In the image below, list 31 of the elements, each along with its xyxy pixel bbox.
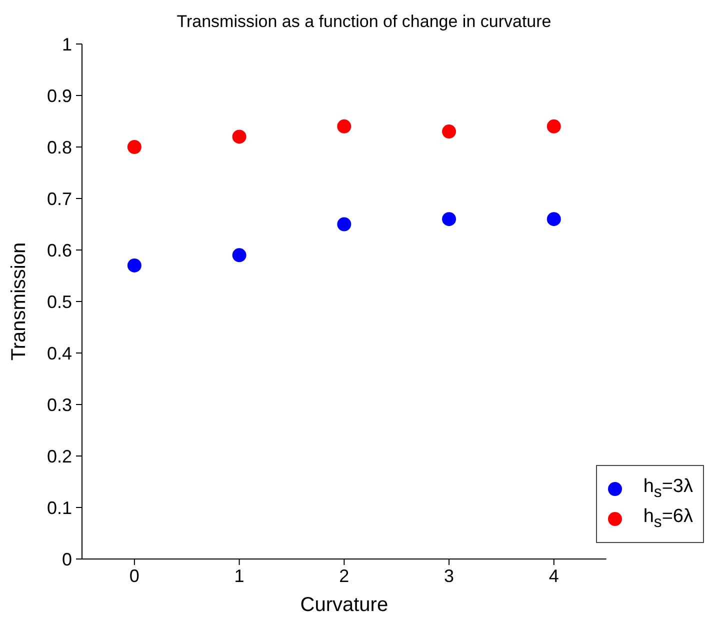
y-tick-label: 0.4 [46,343,72,364]
x-tick-label: 2 [339,566,350,586]
y-tick-label: 0.6 [46,240,72,260]
x-tick-label: 0 [129,566,140,586]
x-tick-label: 4 [548,566,559,586]
point [546,119,561,134]
point [442,212,456,226]
point [232,248,246,262]
y-tick-label: 1 [62,34,72,54]
y-tick-label: 0.5 [46,292,72,312]
y-tick-label: 0.1 [46,498,72,518]
y-tick-label: 0.8 [46,137,72,158]
legend-label: h$_{s}$=6λ [643,506,693,532]
y-tick-label: 0 [62,549,72,570]
point [442,124,456,139]
y-tick-label: 0.3 [46,394,72,415]
point [127,258,142,272]
y-tick-label: 0.2 [46,446,72,466]
chart-title: Transmission as a function of change in curvature [176,11,552,33]
x-tick-label: 3 [444,566,454,586]
point [232,130,246,144]
point [337,217,352,232]
point [337,119,352,134]
y-axis-title: Transmission [8,242,30,361]
legend-label: h$_{s}$=3λ [643,476,693,502]
y-tick-label: 0.7 [46,188,72,209]
point [127,140,142,154]
x-axis-title: Curvature [300,594,388,616]
point [546,212,561,226]
y-tick-label: 0.9 [46,86,72,106]
x-tick-label: 1 [234,566,244,586]
